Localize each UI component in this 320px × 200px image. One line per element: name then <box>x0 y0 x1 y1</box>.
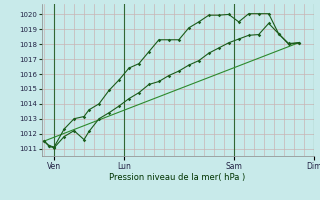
X-axis label: Pression niveau de la mer( hPa ): Pression niveau de la mer( hPa ) <box>109 173 246 182</box>
